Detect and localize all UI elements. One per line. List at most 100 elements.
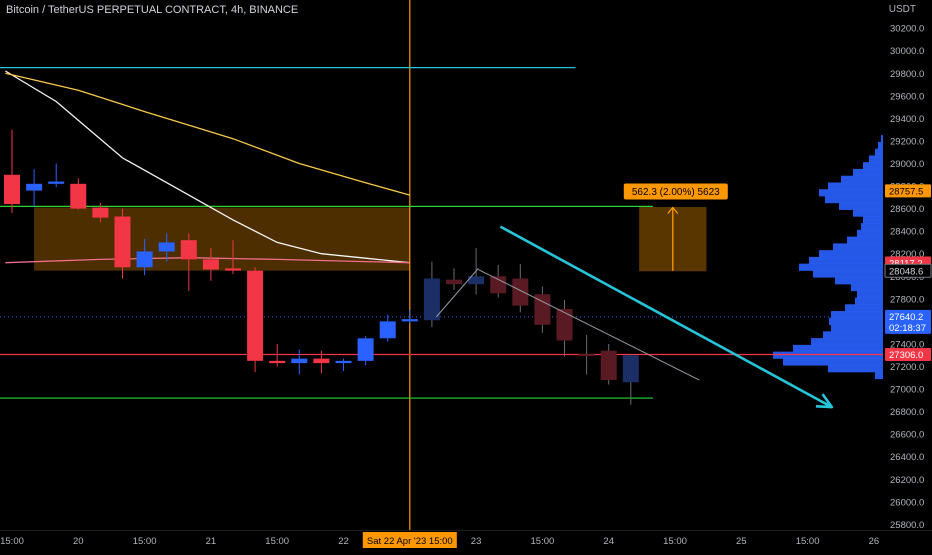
measure-tool: 562.3 (2.00%) 5623	[623, 183, 728, 272]
measure-label-bg	[623, 183, 728, 200]
candle	[70, 183, 87, 209]
volume-profile-bin	[863, 162, 883, 170]
volume-profile-bin	[845, 304, 883, 312]
volume-profile-bin	[863, 216, 883, 224]
price-label-bg	[885, 348, 931, 362]
price-tick-label: 27800.0	[890, 294, 924, 305]
candle	[4, 174, 20, 205]
price-tick-label: 26400.0	[890, 452, 924, 463]
price-tick-label: 29400.0	[890, 114, 924, 125]
volume-profile-bin	[828, 365, 883, 373]
volume-profile-bin	[881, 135, 883, 143]
trendline-thin	[478, 269, 700, 381]
volume-profile-bin	[813, 270, 883, 278]
volume-profile-bin	[869, 155, 883, 163]
price-tick-label: 26800.0	[890, 407, 924, 418]
price-label-bg	[885, 309, 931, 334]
volume-profile-bin	[833, 243, 883, 251]
price-tick-label: 29800.0	[890, 69, 924, 80]
time-tick-label: 21	[206, 536, 217, 547]
volume-profile-bin	[861, 223, 883, 231]
candle	[92, 207, 109, 218]
crosshair-time-label: Sat 22 Apr '23 15:00	[367, 536, 453, 547]
candle	[114, 216, 131, 268]
candle	[158, 242, 175, 252]
ma-yellow-line	[5, 72, 410, 196]
candle	[313, 358, 330, 364]
volume-profile-bin	[831, 311, 883, 319]
price-tick-label: 29000.0	[890, 159, 924, 170]
price-tick-label: 30200.0	[890, 24, 924, 35]
volume-profile-bin	[809, 256, 883, 265]
volume-profile	[773, 135, 883, 380]
time-tick-label: 22	[338, 536, 349, 547]
price-label: 27306.0	[889, 350, 923, 361]
chart-title: Bitcoin / TetherUS PERPETUAL CONTRACT, 4…	[6, 4, 299, 16]
volume-profile-bin	[829, 317, 883, 325]
projected-candles	[423, 248, 639, 405]
volume-profile-bin	[799, 263, 883, 271]
candle	[180, 240, 197, 260]
volume-profile-bin	[878, 141, 883, 150]
volume-profile-bin	[851, 283, 883, 292]
candle	[335, 360, 352, 364]
measure-label: 562.3 (2.00%) 5623	[632, 187, 720, 198]
price-label-bg	[884, 263, 932, 278]
candle	[136, 251, 153, 268]
candle	[247, 270, 264, 361]
projected-candle	[468, 276, 485, 285]
candle	[379, 321, 396, 339]
volume-profile-bin	[793, 344, 883, 353]
projected-candle	[578, 354, 595, 357]
volume-profile-bin	[875, 371, 883, 380]
candles	[4, 129, 418, 375]
time-tick-label: 15:00	[265, 536, 289, 547]
time-tick-label: 25	[736, 536, 747, 547]
ma-white-line	[5, 70, 410, 264]
volume-profile-bin	[819, 189, 883, 197]
price-tick-label: 29600.0	[890, 91, 924, 102]
projected-candle	[600, 350, 617, 381]
volume-profile-bin	[857, 229, 883, 238]
volume-profile-bin	[857, 290, 883, 298]
time-tick-label: 15:00	[796, 536, 820, 547]
price-label: 28048.6	[889, 266, 923, 277]
measure-arrow-head	[667, 206, 679, 214]
time-axis-background	[0, 530, 932, 551]
volume-profile-bin	[831, 324, 883, 332]
time-axis[interactable]: 15:00 20 15:00 21 15:00 22 23 15:00 24 15:00 25 15:…	[0, 532, 879, 548]
price-label: 27640.2	[889, 312, 923, 323]
price-tick-label: 30000.0	[890, 46, 924, 57]
price-label-countdown: 02:18:37	[889, 323, 926, 334]
volume-profile-bin	[847, 236, 883, 244]
volume-profile-bin	[853, 209, 883, 217]
volume-profile-bin	[875, 148, 883, 156]
time-tick-label: 20	[73, 536, 84, 547]
price-label-bg	[885, 184, 931, 198]
projected-candle	[423, 278, 440, 321]
projected-candle	[446, 279, 462, 285]
price-tick-label: 26200.0	[890, 475, 924, 486]
time-tick-label: 15:00	[531, 536, 555, 547]
volume-profile-bin	[841, 175, 883, 183]
volume-profile-bin	[825, 196, 883, 204]
candle	[357, 338, 374, 361]
volume-profile-bin	[783, 358, 883, 366]
volume-profile-bin	[853, 168, 883, 177]
volume-profile-bin	[773, 351, 883, 359]
time-tick-label: 15:00	[133, 536, 157, 547]
volume-profile-bin	[819, 250, 883, 258]
trend-arrow-line	[499, 225, 833, 409]
candle	[26, 183, 43, 191]
candle	[291, 358, 308, 364]
time-tick-label: 15:00	[663, 536, 687, 547]
projected-candle	[556, 308, 573, 341]
volume-profile-bin	[823, 331, 883, 339]
candle	[202, 259, 219, 270]
volume-profile-bin	[839, 202, 883, 210]
trend-arrow-head	[815, 393, 834, 409]
price-tick-label: 25800.0	[890, 520, 924, 531]
